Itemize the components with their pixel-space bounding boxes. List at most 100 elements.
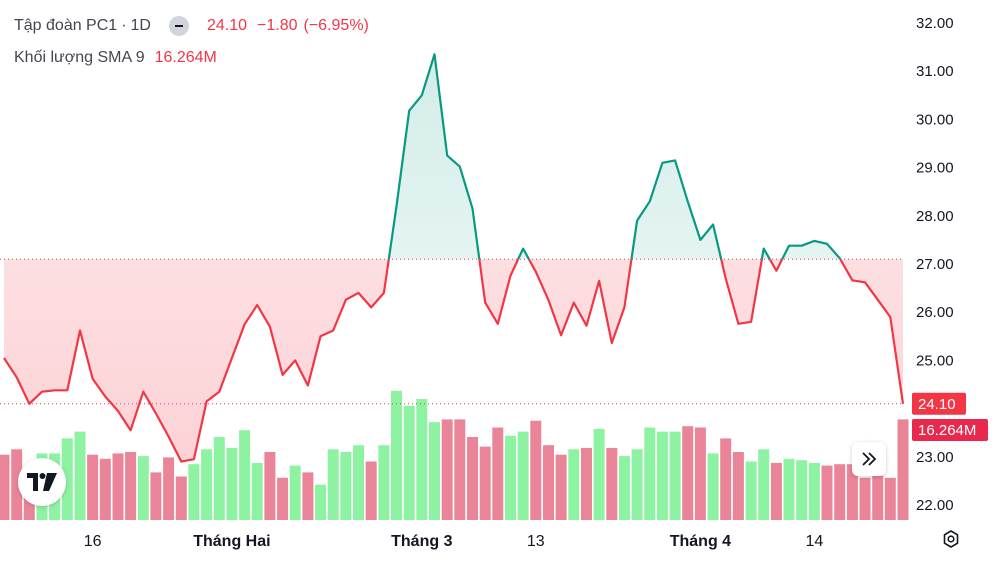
price-point (53, 388, 57, 392)
price-point (610, 341, 614, 345)
minus-circle-icon[interactable] (168, 16, 189, 36)
price-point (888, 315, 892, 319)
price-point (496, 322, 500, 326)
volume-bar (365, 461, 377, 520)
price-point (838, 256, 842, 260)
price-point (395, 204, 399, 208)
volume-bar (606, 447, 618, 520)
price-point (420, 93, 424, 97)
price-point (255, 303, 259, 307)
price-point (179, 460, 183, 464)
volume-bar (530, 420, 542, 520)
double-chevron-right-icon[interactable] (852, 442, 886, 476)
volume-bar (340, 452, 352, 520)
area-above-baseline (4, 54, 903, 260)
volume-indicator-value: 16.264M (154, 49, 217, 66)
volume-bar (669, 431, 681, 520)
price-point (205, 399, 209, 403)
volume-bar (125, 452, 137, 520)
price-point (306, 384, 310, 388)
price-change: −1.80 (257, 17, 298, 34)
volume-bar (758, 449, 770, 520)
separator-dot: · (121, 17, 127, 34)
axis-badges: 24.10 16.264M (912, 392, 988, 441)
y-tick-label: 31.00 (916, 63, 954, 80)
price-line-above (387, 53, 842, 260)
y-tick-label: 25.00 (916, 352, 954, 369)
volume-bar (429, 422, 440, 520)
price-point (293, 358, 297, 362)
price-point (483, 301, 487, 305)
volume-bar (897, 419, 909, 520)
price-point (762, 247, 766, 251)
x-tick-label: Tháng Hai (193, 533, 270, 550)
price-point (445, 154, 449, 158)
price-point (673, 158, 677, 162)
volume-bar (467, 437, 478, 520)
volume-bar (315, 484, 326, 520)
price-point (509, 274, 513, 278)
price-point (65, 388, 69, 392)
price-point (369, 305, 373, 309)
volume-bar (492, 427, 504, 520)
volume-bar (884, 477, 896, 520)
volume-bars (0, 390, 909, 520)
price-point (635, 219, 639, 223)
volume-bar (479, 446, 491, 520)
price-point (825, 242, 829, 246)
price-point (192, 457, 196, 461)
volume-bar (593, 428, 605, 520)
gear-icon[interactable] (940, 528, 962, 550)
y-tick-label: 28.00 (916, 208, 954, 225)
volume-bar (682, 426, 694, 520)
volume-bar (834, 464, 846, 520)
volume-bar (631, 449, 643, 520)
price-point (458, 165, 462, 169)
price-point (559, 333, 563, 337)
y-tick-label: 22.00 (916, 497, 954, 514)
volume-bar (302, 472, 314, 520)
chart-legend: Tập đoàn PC1 · 1D 24.10 −1.80 (−6.95%) K… (14, 14, 369, 70)
symbol-name[interactable]: Tập đoàn PC1 (14, 17, 118, 34)
price-axis[interactable]: 32.00 31.00 30.00 29.00 28.00 27.00 26.00 25.00… (916, 15, 954, 514)
tradingview-logo-icon (27, 473, 57, 491)
price-area (4, 54, 903, 462)
price-point (154, 411, 158, 415)
price-point (331, 329, 335, 333)
y-tick-label: 27.00 (916, 256, 954, 273)
price-point (622, 305, 626, 309)
volume-bar (821, 465, 833, 520)
volume-bar (505, 435, 516, 520)
time-axis[interactable]: 16 Tháng Hai Tháng 3 13 Tháng 4 14 (84, 533, 824, 550)
price-point (876, 298, 880, 302)
price-point (116, 409, 120, 413)
volume-bar (796, 460, 808, 520)
price-point (27, 402, 31, 406)
volume-bar (872, 472, 884, 520)
volume-bar (416, 399, 428, 520)
volume-bar (770, 462, 782, 520)
volume-bar (251, 462, 263, 520)
volume-bar (656, 431, 668, 520)
volume-bar (745, 461, 757, 520)
volume-bar (391, 390, 402, 520)
price-point (863, 280, 867, 284)
last-price-badge-text: 24.10 (918, 396, 956, 413)
volume-indicator-label[interactable]: Khối lượng SMA 9 (14, 49, 145, 66)
price-point (800, 244, 804, 248)
y-tick-label: 29.00 (916, 160, 954, 177)
area-below-baseline (4, 259, 903, 462)
volume-bar (74, 431, 86, 520)
price-point (243, 322, 247, 326)
interval-label[interactable]: 1D (130, 17, 151, 34)
x-tick-label: 16 (84, 533, 102, 550)
volume-bar (353, 445, 364, 520)
volume-bar (112, 453, 124, 520)
price-point (686, 199, 690, 203)
last-price-badge (912, 392, 966, 415)
price-point (534, 270, 538, 274)
volume-bar (732, 452, 744, 520)
tradingview-logo[interactable] (18, 458, 66, 506)
volume-bar (264, 452, 276, 520)
